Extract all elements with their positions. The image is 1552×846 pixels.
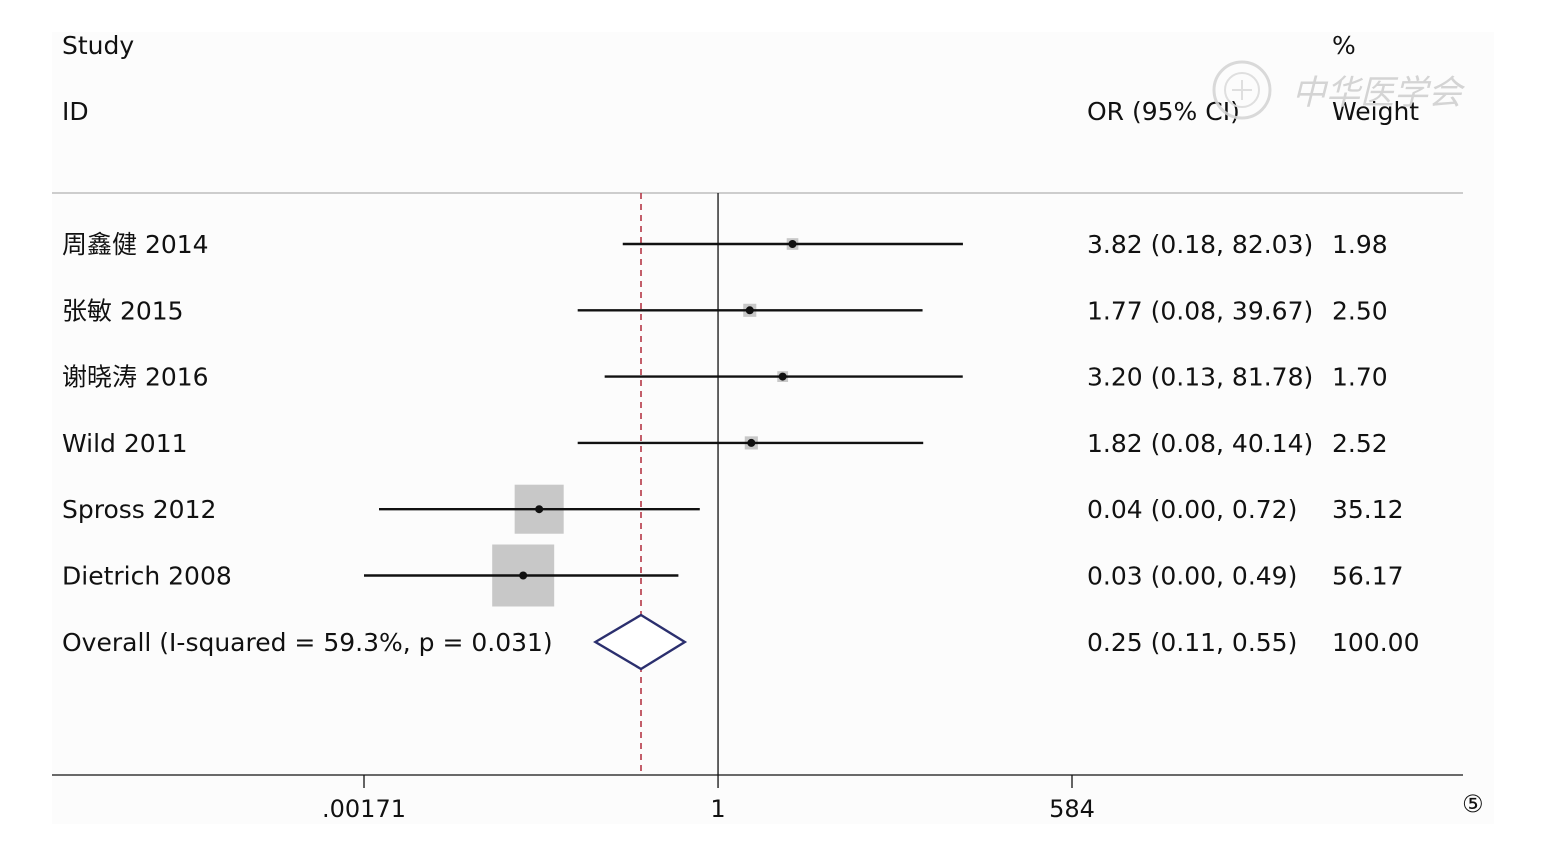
study-weight: 1.98 [1332,230,1388,259]
study-name: 张敏 2015 [62,296,184,325]
x-axis-ticks: .00171 1 584 [322,775,1095,823]
study-weight: 1.70 [1332,363,1388,392]
study-row: 周鑫健 2014 3.82 (0.18, 82.03) 1.98 [62,230,1388,259]
watermark-text: 中华医学会 [1292,73,1466,113]
study-name: Wild 2011 [62,429,188,458]
study-or-ci: 3.82 (0.18, 82.03) [1087,230,1313,259]
overall-label: Overall (I-squared = 59.3%, p = 0.031) [62,628,553,657]
study-weight: 2.52 [1332,429,1388,458]
x-tick-label: 584 [1049,795,1095,823]
study-or-ci: 3.20 (0.13, 81.78) [1087,363,1313,392]
study-row: Dietrich 2008 0.03 (0.00, 0.49) 56.17 [62,544,1404,607]
study-weight: 56.17 [1332,562,1404,591]
study-row: 谢晓涛 2016 3.20 (0.13, 81.78) 1.70 [62,363,1388,392]
study-or-ci: 1.77 (0.08, 39.67) [1087,296,1313,325]
point-estimate [747,438,756,447]
panel-number: ⑤ [1462,790,1484,818]
study-weight: 35.12 [1332,495,1404,524]
point-estimate [745,306,754,315]
x-tick-label: 1 [710,795,725,823]
overall-diamond [593,613,688,671]
overall-or-ci: 0.25 (0.11, 0.55) [1087,628,1297,657]
point-estimate [519,571,528,580]
header-id: ID [62,97,89,126]
watermark-logo [1212,60,1272,120]
study-name: 谢晓涛 2016 [62,363,209,392]
point-estimate [535,505,544,514]
study-weight: 2.50 [1332,296,1388,325]
header-weight: Weight [1332,97,1419,126]
overall-weight: 100.00 [1332,628,1419,657]
study-rows: 周鑫健 2014 3.82 (0.18, 82.03) 1.98 张敏 2015 1.7… [62,230,1404,607]
study-or-ci: 0.03 (0.00, 0.49) [1087,562,1297,591]
study-name: 周鑫健 2014 [62,230,209,259]
study-name: Spross 2012 [62,495,216,524]
study-row: Wild 2011 1.82 (0.08, 40.14) 2.52 [62,429,1388,458]
study-or-ci: 0.04 (0.00, 0.72) [1087,495,1297,524]
point-estimate [778,372,787,381]
study-row: Spross 2012 0.04 (0.00, 0.72) 35.12 [62,484,1404,534]
header-or-ci: OR (95% CI) [1087,97,1240,126]
study-name: Dietrich 2008 [62,562,232,591]
study-or-ci: 1.82 (0.08, 40.14) [1087,429,1313,458]
header-study: Study [62,31,134,60]
study-row: 张敏 2015 1.77 (0.08, 39.67) 2.50 [62,296,1388,325]
plot-background [52,32,1494,824]
x-tick-label: .00171 [322,795,406,823]
header-percent: % [1332,31,1356,60]
point-estimate [788,240,797,248]
